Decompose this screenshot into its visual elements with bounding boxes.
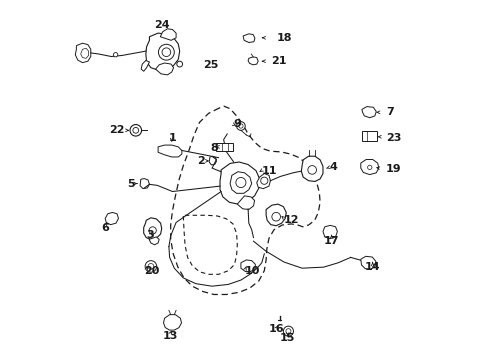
- Polygon shape: [209, 156, 216, 165]
- Text: 3: 3: [146, 230, 154, 240]
- Polygon shape: [301, 156, 322, 181]
- Text: 20: 20: [143, 266, 159, 276]
- Polygon shape: [81, 48, 88, 58]
- Text: 12: 12: [284, 215, 299, 225]
- Polygon shape: [160, 29, 176, 40]
- Polygon shape: [75, 43, 91, 63]
- Circle shape: [283, 326, 293, 336]
- Circle shape: [177, 61, 182, 67]
- Text: 5: 5: [127, 179, 134, 189]
- Polygon shape: [149, 237, 159, 245]
- Polygon shape: [360, 256, 375, 269]
- Text: 4: 4: [328, 162, 336, 172]
- Text: 16: 16: [268, 324, 284, 334]
- Text: 22: 22: [109, 125, 125, 135]
- Polygon shape: [361, 107, 375, 118]
- Circle shape: [148, 264, 153, 269]
- Circle shape: [130, 125, 141, 136]
- Text: 21: 21: [271, 56, 286, 66]
- Text: 2: 2: [197, 156, 204, 166]
- Circle shape: [238, 124, 243, 128]
- Polygon shape: [141, 60, 149, 71]
- Text: 9: 9: [232, 119, 241, 129]
- Polygon shape: [230, 172, 251, 193]
- Text: 1: 1: [168, 132, 176, 143]
- Text: 6: 6: [101, 222, 108, 233]
- Polygon shape: [247, 57, 258, 65]
- Polygon shape: [140, 179, 149, 189]
- Polygon shape: [145, 33, 179, 70]
- Circle shape: [158, 44, 174, 60]
- Circle shape: [133, 127, 139, 133]
- Polygon shape: [220, 162, 259, 204]
- Bar: [361, 131, 376, 141]
- Polygon shape: [105, 212, 118, 225]
- Bar: [215, 143, 232, 151]
- Polygon shape: [243, 34, 254, 42]
- Circle shape: [162, 48, 170, 57]
- Text: 25: 25: [203, 60, 218, 70]
- Polygon shape: [322, 225, 337, 239]
- Circle shape: [285, 329, 290, 334]
- Polygon shape: [241, 260, 255, 271]
- Text: 14: 14: [364, 262, 380, 272]
- Circle shape: [260, 177, 267, 184]
- Polygon shape: [158, 145, 182, 157]
- Circle shape: [307, 166, 316, 174]
- Circle shape: [145, 261, 156, 272]
- Circle shape: [113, 53, 118, 57]
- Text: 8: 8: [210, 143, 218, 153]
- Text: 18: 18: [276, 33, 292, 43]
- Polygon shape: [155, 63, 173, 75]
- Polygon shape: [265, 204, 285, 226]
- Text: 23: 23: [385, 132, 401, 143]
- Circle shape: [271, 212, 280, 221]
- Polygon shape: [256, 174, 270, 189]
- Polygon shape: [237, 196, 254, 210]
- Text: 15: 15: [279, 333, 294, 343]
- Circle shape: [149, 227, 156, 234]
- Circle shape: [236, 122, 244, 130]
- Text: 13: 13: [163, 330, 178, 341]
- Polygon shape: [360, 159, 378, 175]
- Text: 17: 17: [323, 236, 339, 246]
- Text: 10: 10: [244, 266, 259, 276]
- Circle shape: [235, 177, 245, 188]
- Text: 11: 11: [261, 166, 277, 176]
- Polygon shape: [143, 218, 162, 239]
- Text: 19: 19: [385, 164, 401, 174]
- Polygon shape: [163, 315, 181, 330]
- Text: 24: 24: [154, 20, 170, 30]
- Text: 7: 7: [385, 107, 393, 117]
- Circle shape: [367, 165, 371, 170]
